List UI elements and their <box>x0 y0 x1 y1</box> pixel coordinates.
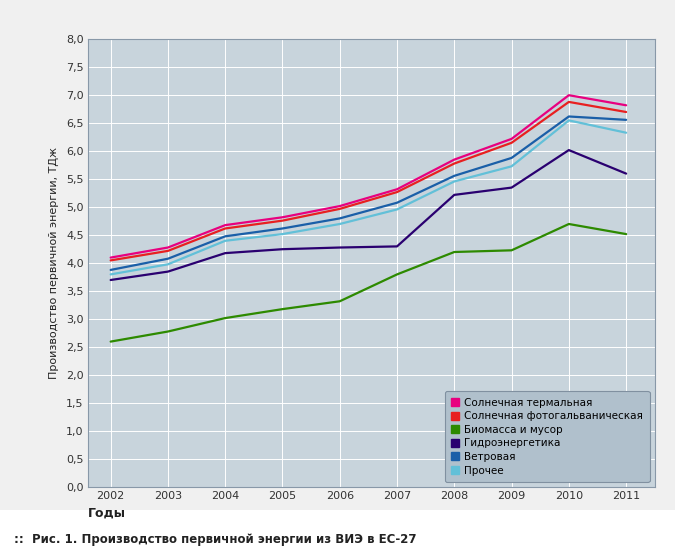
Биомасса и мусор <box>221 315 230 321</box>
Прочее <box>450 178 458 185</box>
Гидроэнергетика <box>164 268 172 275</box>
Биомасса и мусор <box>393 271 401 278</box>
Солнечная термальная <box>335 203 344 209</box>
Солнечная термальная <box>107 254 115 261</box>
Legend: Солнечная термальная, Солнечная фотогальваническая, Биомасса и мусор, Гидроэнерг: Солнечная термальная, Солнечная фотогаль… <box>445 391 649 482</box>
Солнечная термальная <box>622 102 630 109</box>
Прочее <box>221 237 230 244</box>
Ветровая <box>508 155 516 161</box>
Солнечная фотогальваническая <box>278 217 286 224</box>
Солнечная термальная <box>508 136 516 142</box>
Прочее <box>335 221 344 227</box>
Солнечная фотогальваническая <box>164 248 172 254</box>
Биомасса и мусор <box>107 338 115 345</box>
Line: Солнечная термальная: Солнечная термальная <box>111 95 626 258</box>
Text: Годы: Годы <box>88 507 126 520</box>
Прочее <box>393 206 401 213</box>
Line: Солнечная фотогальваническая: Солнечная фотогальваническая <box>111 102 626 260</box>
Ветровая <box>622 116 630 123</box>
Гидроэнергетика <box>450 192 458 198</box>
Ветровая <box>164 255 172 262</box>
Line: Биомасса и мусор: Биомасса и мусор <box>111 224 626 342</box>
Гидроэнергетика <box>278 246 286 253</box>
Солнечная фотогальваническая <box>622 109 630 115</box>
Солнечная термальная <box>278 214 286 221</box>
Line: Гидроэнергетика: Гидроэнергетика <box>111 150 626 280</box>
Солнечная фотогальваническая <box>565 99 573 105</box>
Солнечная фотогальваническая <box>335 206 344 212</box>
Прочее <box>164 261 172 268</box>
Text: ::  Рис. 1. Производство первичной энергии из ВИЭ в ЕС-27: :: Рис. 1. Производство первичной энерги… <box>14 533 416 546</box>
Гидроэнергетика <box>107 277 115 283</box>
Солнечная фотогальваническая <box>221 225 230 232</box>
Солнечная фотогальваническая <box>393 189 401 195</box>
Биомасса и мусор <box>622 231 630 237</box>
Y-axis label: Производство первичной энергии, ТДж: Производство первичной энергии, ТДж <box>49 147 59 379</box>
Гидроэнергетика <box>335 244 344 251</box>
Ветровая <box>450 172 458 179</box>
Биомасса и мусор <box>565 221 573 227</box>
Солнечная термальная <box>393 186 401 193</box>
Солнечная термальная <box>450 156 458 163</box>
Line: Прочее: Прочее <box>111 120 626 274</box>
Ветровая <box>107 267 115 273</box>
Прочее <box>622 129 630 136</box>
Биомасса и мусор <box>278 306 286 312</box>
Ветровая <box>335 215 344 222</box>
Гидроэнергетика <box>221 250 230 256</box>
Прочее <box>278 231 286 237</box>
Солнечная фотогальваническая <box>508 139 516 146</box>
Биомасса и мусор <box>335 298 344 305</box>
Гидроэнергетика <box>565 147 573 153</box>
Прочее <box>565 117 573 124</box>
Прочее <box>107 271 115 278</box>
Биомасса и мусор <box>508 247 516 254</box>
Гидроэнергетика <box>393 243 401 250</box>
Солнечная фотогальваническая <box>107 257 115 264</box>
Ветровая <box>221 233 230 240</box>
Ветровая <box>565 113 573 120</box>
Солнечная фотогальваническая <box>450 160 458 167</box>
Line: Ветровая: Ветровая <box>111 116 626 270</box>
Биомасса и мусор <box>450 249 458 255</box>
Гидроэнергетика <box>622 170 630 177</box>
Солнечная термальная <box>164 244 172 251</box>
Прочее <box>508 163 516 170</box>
Ветровая <box>278 225 286 232</box>
Гидроэнергетика <box>508 184 516 191</box>
Биомасса и мусор <box>164 328 172 335</box>
Ветровая <box>393 199 401 206</box>
Солнечная термальная <box>565 92 573 99</box>
Солнечная термальная <box>221 222 230 228</box>
